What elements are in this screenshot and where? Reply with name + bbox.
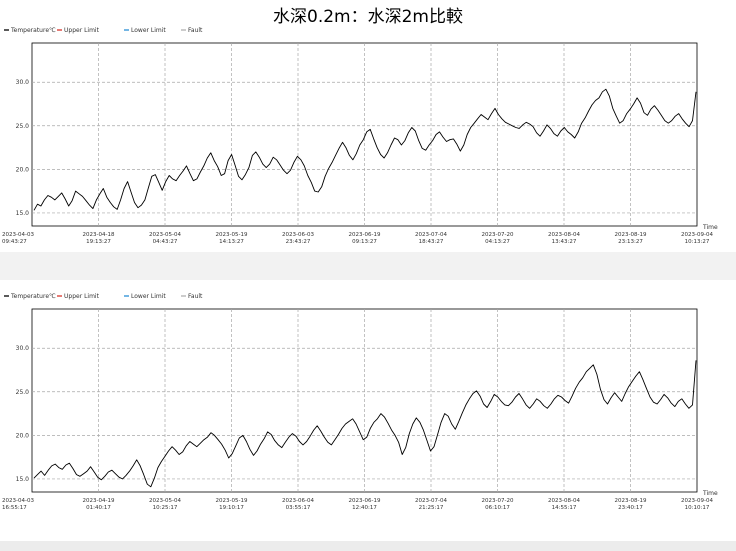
x-tick-date: 2023-07-20 [482,498,514,504]
y-tick-label: 25.0 [16,389,30,396]
x-tick-time: 06:10:17 [485,505,510,511]
x-tick-time: 23:13:27 [618,239,643,245]
x-tick-date: 2023-05-19 [216,498,248,504]
x-tick-time: 19:13:27 [86,239,111,245]
y-tick-label: 30.0 [16,345,30,352]
y-tick-label: 15.0 [16,210,30,217]
x-tick-time: 04:43:27 [153,239,178,245]
x-tick-time: 13:43:27 [552,239,577,245]
x-tick-time: 03:55:17 [286,505,311,511]
series-line-temperature [33,88,697,211]
x-tick-date: 2023-05-19 [216,232,248,238]
x-tick-date: 2023-08-19 [615,232,647,238]
x-tick-time: 18:43:27 [419,239,444,245]
x-tick-date: 2023-04-18 [83,232,115,238]
x-tick-date: 2023-06-04 [282,498,314,504]
series-line-temperature [33,360,697,488]
x-axis-label: Time [702,224,718,231]
legend-label-0: Temperature℃ [10,27,56,34]
x-tick-time: 10:10:17 [685,505,710,511]
legend-label-1: Upper Limit [64,27,100,34]
x-tick-date: 2023-05-04 [149,498,181,504]
x-tick-time: 01:40:17 [86,505,111,511]
y-tick-label: 15.0 [16,476,30,483]
x-tick-date: 2023-06-03 [282,232,314,238]
x-tick-time: 14:55:17 [552,505,577,511]
legend-label-1: Upper Limit [64,293,100,300]
legend-label-0: Temperature℃ [10,293,56,300]
x-tick-time: 12:40:17 [352,505,377,511]
legend-label-3: Fault [188,293,203,300]
x-tick-time: 16:55:17 [2,505,27,511]
x-tick-date: 2023-06-19 [349,498,381,504]
legend-label-3: Fault [188,27,203,34]
x-tick-date: 2023-05-04 [149,232,181,238]
x-tick-date: 2023-07-04 [415,232,447,238]
x-tick-time: 09:13:27 [352,239,377,245]
x-tick-time: 14:13:27 [219,239,244,245]
x-tick-time: 09:43:27 [2,239,27,245]
x-tick-date: 2023-09-04 [681,232,713,238]
x-tick-date: 2023-07-04 [415,498,447,504]
x-tick-date: 2023-08-04 [548,232,580,238]
y-tick-label: 25.0 [16,123,30,130]
x-tick-time: 23:40:17 [618,505,643,511]
legend-label-2: Lower Limit [131,27,166,34]
x-tick-time: 04:13:27 [485,239,510,245]
x-tick-date: 2023-04-03 [2,232,34,238]
x-tick-time: 23:43:27 [286,239,311,245]
separator-band [0,252,736,280]
x-tick-date: 2023-07-20 [482,232,514,238]
page-title: 水深0.2m：水深2m比較 [273,7,463,27]
x-axis-label: Time [702,490,718,497]
x-tick-date: 2023-08-04 [548,498,580,504]
x-tick-time: 10:13:27 [685,239,710,245]
y-tick-label: 20.0 [16,166,30,173]
legend-label-2: Lower Limit [131,293,166,300]
x-tick-date: 2023-04-19 [83,498,115,504]
temperature-chart-2m: Temperature℃ Upper Limit Lower Limit Fault 1… [2,293,718,511]
x-tick-date: 2023-08-19 [615,498,647,504]
x-tick-date: 2023-09-04 [681,498,713,504]
y-tick-label: 20.0 [16,432,30,439]
x-tick-date: 2023-04-03 [2,498,34,504]
x-tick-time: 10:25:17 [153,505,178,511]
footer-band [0,541,736,551]
y-tick-label: 30.0 [16,79,30,86]
x-tick-time: 21:25:17 [419,505,444,511]
x-tick-date: 2023-06-19 [349,232,381,238]
x-tick-time: 19:10:17 [219,505,244,511]
temperature-chart-0.2m: Temperature℃ Upper Limit Lower Limit Fault 1… [2,27,718,245]
